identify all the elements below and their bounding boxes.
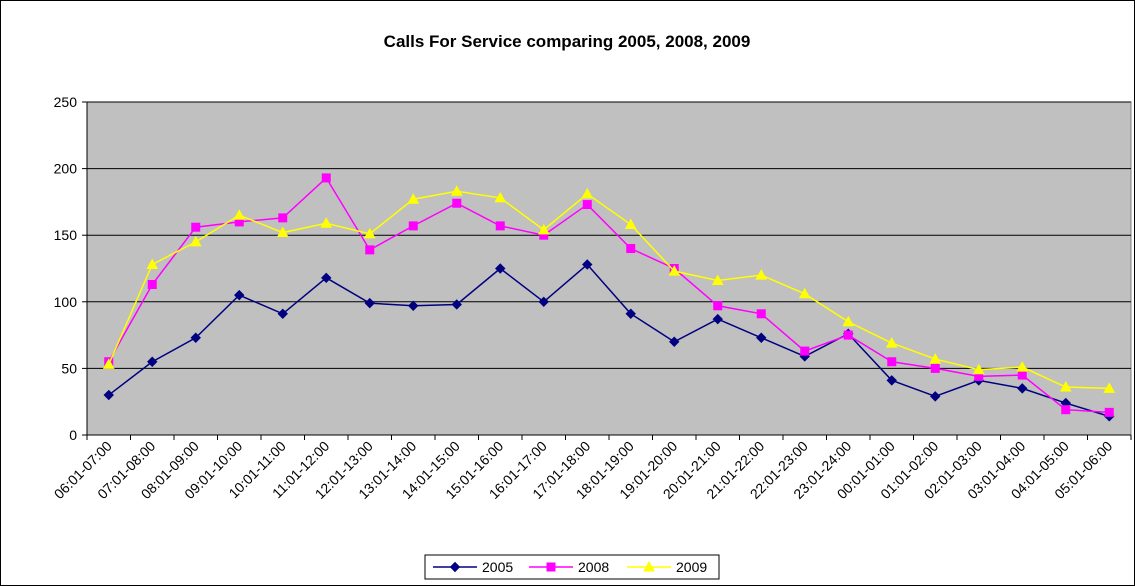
data-point-2005 xyxy=(147,356,158,367)
legend-swatch-marker xyxy=(643,560,655,572)
series-2005 xyxy=(103,259,1115,422)
y-tick-label: 0 xyxy=(69,427,77,443)
data-point-2005 xyxy=(495,263,506,274)
data-point-2005 xyxy=(321,272,332,284)
data-point-2005 xyxy=(451,299,462,310)
legend-label: 2008 xyxy=(578,559,609,575)
legend-label: 2009 xyxy=(676,559,707,575)
data-point-2008 xyxy=(495,221,505,231)
data-point-2009 xyxy=(624,218,637,230)
y-axis-tick-labels: 0 50 100 150 200 250 xyxy=(54,94,78,443)
data-point-2005 xyxy=(582,259,593,270)
y-tick-label: 100 xyxy=(54,294,78,310)
data-point-2008 xyxy=(1017,370,1027,380)
data-point-2008 xyxy=(626,244,636,254)
data-point-2008 xyxy=(800,346,810,356)
data-point-2008 xyxy=(887,357,897,367)
data-point-2009 xyxy=(1016,361,1029,372)
data-point-2005 xyxy=(277,308,288,319)
data-point-2008 xyxy=(321,173,331,183)
chart-title: Calls For Service comparing 2005, 2008, … xyxy=(384,32,751,51)
series-line-2009 xyxy=(108,190,1110,390)
data-point-2009 xyxy=(1103,382,1116,393)
data-point-2009 xyxy=(363,227,376,239)
legend-item-2008: 2008 xyxy=(529,559,609,575)
data-point-2009 xyxy=(972,363,985,375)
data-point-2009 xyxy=(146,258,159,270)
data-point-2008 xyxy=(191,222,201,232)
legend: 2005 2008 2009 xyxy=(424,554,720,580)
data-point-2005 xyxy=(712,313,723,325)
data-point-2009 xyxy=(189,235,202,247)
data-point-2009 xyxy=(320,217,333,228)
data-point-2005 xyxy=(364,297,375,309)
data-point-2009 xyxy=(276,226,289,238)
axes xyxy=(82,101,1132,440)
data-point-2009 xyxy=(407,193,420,204)
legend-item-2009: 2009 xyxy=(627,559,707,575)
data-point-2008 xyxy=(365,245,375,255)
legend-label: 2005 xyxy=(482,559,513,575)
data-point-2005 xyxy=(756,332,767,343)
data-point-2009 xyxy=(755,269,768,280)
data-point-2005 xyxy=(886,375,897,386)
legend-swatch-marker xyxy=(546,562,556,572)
y-tick-label: 150 xyxy=(54,227,78,243)
series-2009 xyxy=(102,185,1116,393)
data-point-2009 xyxy=(1059,381,1072,392)
data-point-2005 xyxy=(1017,383,1028,394)
data-point-2009 xyxy=(842,315,855,327)
data-point-2009 xyxy=(537,223,550,235)
data-point-2005 xyxy=(103,389,114,401)
data-point-2009 xyxy=(798,287,811,299)
data-point-2008 xyxy=(1061,405,1071,415)
data-point-2009 xyxy=(233,209,246,220)
data-point-2008 xyxy=(1104,407,1114,417)
series-lines xyxy=(102,173,1116,422)
data-point-2008 xyxy=(582,200,592,210)
x-axis-tick-labels: 06:01-07:0007:01-08:0008:01-09:0009:01-1… xyxy=(51,438,1116,502)
data-point-2008 xyxy=(756,309,766,319)
data-point-2008 xyxy=(713,301,723,311)
legend-item-2005: 2005 xyxy=(433,559,513,575)
data-point-2009 xyxy=(450,185,463,196)
data-point-2005 xyxy=(625,308,636,319)
data-point-2009 xyxy=(711,274,724,285)
data-point-2008 xyxy=(930,363,940,373)
data-point-2005 xyxy=(190,332,201,343)
y-tick-label: 50 xyxy=(61,360,77,376)
data-point-2009 xyxy=(668,265,681,276)
data-point-2005 xyxy=(669,336,680,347)
data-point-2009 xyxy=(929,353,942,364)
series-line-2005 xyxy=(108,263,1110,418)
data-point-2005 xyxy=(408,300,419,312)
data-point-2008 xyxy=(278,213,288,223)
data-point-2009 xyxy=(102,358,115,369)
data-point-2005 xyxy=(538,296,549,308)
plot-area xyxy=(86,101,1132,436)
data-point-2008 xyxy=(408,221,418,231)
data-point-2005 xyxy=(930,391,941,402)
data-point-2008 xyxy=(843,330,853,340)
y-tick-label: 250 xyxy=(54,94,78,110)
data-point-2009 xyxy=(885,337,898,348)
data-point-2009 xyxy=(494,191,507,203)
data-point-2008 xyxy=(452,198,462,208)
y-tick-label: 200 xyxy=(54,161,78,177)
data-point-2005 xyxy=(234,289,245,301)
gridlines xyxy=(87,101,1131,369)
legend-swatch-marker xyxy=(449,561,461,573)
data-point-2008 xyxy=(147,279,157,289)
series-line-2008 xyxy=(108,176,1110,414)
data-point-2009 xyxy=(581,187,594,199)
